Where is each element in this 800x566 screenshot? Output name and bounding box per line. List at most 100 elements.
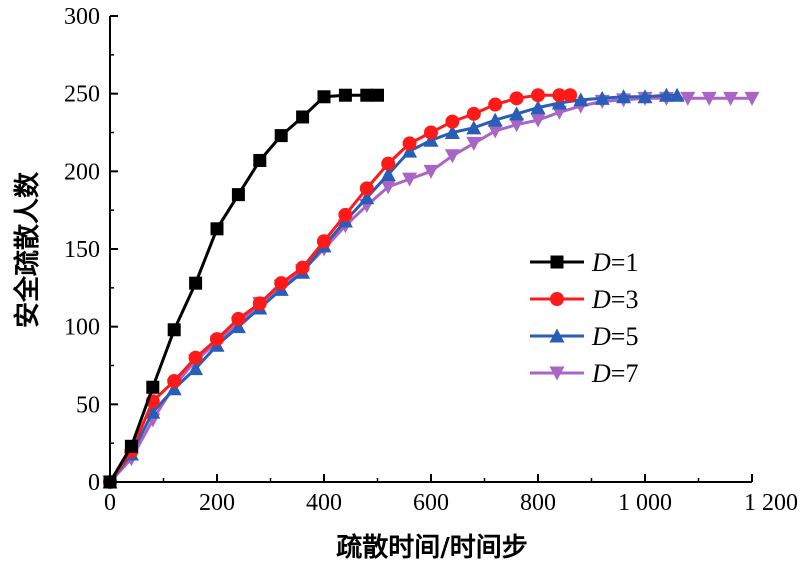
data-point bbox=[658, 87, 674, 102]
data-point bbox=[530, 100, 546, 115]
data-point bbox=[360, 88, 374, 102]
data-point bbox=[253, 153, 267, 167]
data-point bbox=[317, 234, 331, 249]
plot-area bbox=[102, 87, 760, 490]
data-point bbox=[210, 222, 224, 236]
data-point bbox=[295, 260, 310, 275]
data-point bbox=[402, 143, 418, 158]
x-tick-label: 0 bbox=[104, 490, 116, 516]
data-point bbox=[423, 164, 439, 179]
x-tick-label: 600 bbox=[413, 490, 449, 516]
legend-value: =7 bbox=[611, 359, 639, 388]
legend-item: D=7 bbox=[530, 359, 638, 388]
data-point bbox=[188, 350, 203, 365]
data-point bbox=[166, 381, 182, 396]
data-point bbox=[530, 113, 546, 128]
legend-label: D=5 bbox=[591, 322, 638, 351]
data-point bbox=[723, 91, 739, 106]
data-point bbox=[380, 180, 396, 195]
y-tick-label: 50 bbox=[76, 392, 100, 418]
legend-value: =3 bbox=[611, 285, 639, 314]
series-d-1 bbox=[103, 88, 384, 489]
data-point bbox=[487, 124, 503, 139]
x-tick-label: 1 200 bbox=[744, 490, 798, 516]
legend-value: =5 bbox=[611, 322, 639, 351]
data-point bbox=[402, 172, 418, 187]
legend-marker bbox=[549, 366, 565, 381]
data-point bbox=[189, 276, 203, 290]
data-point bbox=[167, 374, 182, 389]
series-line bbox=[108, 93, 571, 483]
x-tick-label: 400 bbox=[306, 490, 342, 516]
legend-variable: D bbox=[591, 359, 611, 388]
legend-value: =1 bbox=[611, 248, 639, 277]
data-point bbox=[637, 89, 653, 104]
y-tick-label: 0 bbox=[88, 470, 100, 496]
y-tick-label: 200 bbox=[64, 159, 100, 185]
axes: 0 50 100 150 200 250 300 0 200 400 600 800 1 000 1 20… bbox=[64, 4, 798, 516]
legend-item: D=5 bbox=[530, 322, 638, 351]
data-point bbox=[616, 89, 632, 104]
data-point bbox=[371, 88, 384, 102]
data-point bbox=[531, 88, 545, 103]
data-point bbox=[359, 190, 375, 205]
data-point bbox=[424, 125, 438, 140]
data-point bbox=[488, 97, 503, 112]
legend-marker bbox=[550, 255, 564, 269]
legend-label: D=7 bbox=[591, 359, 638, 388]
data-point bbox=[210, 332, 224, 347]
data-point bbox=[551, 95, 567, 110]
series-d-3 bbox=[103, 88, 578, 489]
data-point bbox=[509, 91, 524, 106]
legend-label: D=3 bbox=[591, 285, 638, 314]
data-point bbox=[466, 136, 482, 151]
data-point bbox=[188, 361, 204, 376]
legend-item: D=3 bbox=[530, 285, 638, 314]
legend-variable: D bbox=[591, 322, 611, 351]
data-point bbox=[167, 323, 181, 337]
y-tick-label: 100 bbox=[64, 315, 100, 341]
series-d-5 bbox=[102, 87, 685, 489]
data-point bbox=[594, 90, 610, 105]
data-point bbox=[444, 125, 460, 139]
x-axis-title: 疏散时间/时间步 bbox=[336, 532, 528, 563]
data-point bbox=[252, 296, 267, 311]
legend-variable: D bbox=[591, 285, 611, 314]
data-point bbox=[466, 106, 481, 121]
y-tick-label: 250 bbox=[64, 82, 100, 108]
legend-item: D=1 bbox=[530, 248, 638, 277]
series-line bbox=[108, 96, 752, 484]
data-point bbox=[146, 380, 160, 394]
data-point bbox=[274, 129, 288, 143]
data-point bbox=[563, 88, 578, 103]
data-point bbox=[230, 319, 246, 334]
data-point bbox=[423, 132, 439, 147]
data-point bbox=[274, 276, 289, 291]
data-point bbox=[445, 114, 460, 129]
data-point bbox=[573, 92, 589, 107]
legend-marker bbox=[550, 292, 564, 306]
data-point bbox=[296, 110, 310, 124]
data-point bbox=[124, 439, 138, 453]
data-point bbox=[402, 136, 417, 151]
x-tick-label: 1 000 bbox=[618, 490, 672, 516]
data-point bbox=[145, 404, 161, 419]
x-tick-label: 800 bbox=[520, 490, 556, 516]
data-point bbox=[338, 88, 352, 102]
data-point bbox=[381, 156, 396, 171]
data-point bbox=[701, 91, 717, 106]
legend: D=1D=3D=5D=7 bbox=[530, 248, 638, 388]
data-point bbox=[487, 112, 503, 127]
legend-label: D=1 bbox=[591, 248, 638, 277]
data-point bbox=[509, 106, 525, 121]
data-point bbox=[359, 181, 374, 196]
data-point bbox=[552, 88, 567, 103]
data-point bbox=[466, 120, 482, 135]
data-point bbox=[317, 90, 331, 104]
x-tick-label: 200 bbox=[199, 490, 235, 516]
series-d-7 bbox=[102, 91, 760, 490]
data-point bbox=[669, 87, 685, 102]
y-axis-title: 安全疏散人数 bbox=[12, 171, 43, 328]
data-point bbox=[744, 91, 760, 106]
data-point bbox=[444, 149, 460, 164]
